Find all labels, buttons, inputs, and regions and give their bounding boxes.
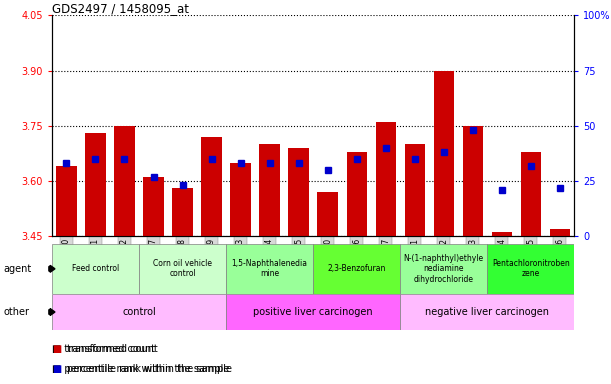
Bar bbox=[139, 244, 226, 294]
Text: other: other bbox=[3, 307, 29, 317]
Text: Feed control: Feed control bbox=[72, 264, 119, 273]
Bar bbox=[288, 148, 309, 236]
Text: negative liver carcinogen: negative liver carcinogen bbox=[425, 307, 549, 317]
Bar bbox=[521, 152, 541, 236]
Text: agent: agent bbox=[3, 264, 31, 274]
Text: 2,3-Benzofuran: 2,3-Benzofuran bbox=[327, 264, 386, 273]
Bar bbox=[488, 244, 574, 294]
Text: positive liver carcinogen: positive liver carcinogen bbox=[254, 307, 373, 317]
Text: GDS2497 / 1458095_at: GDS2497 / 1458095_at bbox=[52, 2, 189, 15]
Bar bbox=[114, 126, 134, 236]
Text: Corn oil vehicle
control: Corn oil vehicle control bbox=[153, 259, 212, 278]
Text: transformed count: transformed count bbox=[67, 344, 158, 354]
Bar bbox=[434, 71, 454, 236]
Text: ■ percentile rank within the sample: ■ percentile rank within the sample bbox=[52, 364, 229, 374]
Bar bbox=[376, 122, 396, 236]
Bar bbox=[313, 244, 400, 294]
Bar bbox=[400, 294, 574, 330]
Bar bbox=[492, 232, 512, 236]
Bar bbox=[202, 137, 222, 236]
Text: Pentachloronitroben
zene: Pentachloronitroben zene bbox=[492, 259, 569, 278]
Bar bbox=[172, 188, 192, 236]
Bar bbox=[226, 244, 313, 294]
Text: control: control bbox=[122, 307, 156, 317]
Bar bbox=[318, 192, 338, 236]
Bar bbox=[550, 229, 570, 236]
Bar bbox=[144, 177, 164, 236]
Bar bbox=[400, 244, 488, 294]
Bar bbox=[52, 244, 139, 294]
Text: ■ transformed count: ■ transformed count bbox=[52, 344, 155, 354]
Text: 1,5-Naphthalenedia
mine: 1,5-Naphthalenedia mine bbox=[232, 259, 307, 278]
Bar bbox=[230, 162, 251, 236]
Bar bbox=[346, 152, 367, 236]
Text: N-(1-naphthyl)ethyle
nediamine
dihydrochloride: N-(1-naphthyl)ethyle nediamine dihydroch… bbox=[404, 254, 484, 284]
Bar bbox=[463, 126, 483, 236]
Bar bbox=[56, 166, 76, 236]
Bar bbox=[260, 144, 280, 236]
Bar bbox=[52, 294, 226, 330]
Bar bbox=[226, 294, 400, 330]
Text: ■: ■ bbox=[52, 364, 61, 374]
Text: percentile rank within the sample: percentile rank within the sample bbox=[67, 364, 232, 374]
Bar bbox=[404, 144, 425, 236]
Bar bbox=[86, 133, 106, 236]
Text: ■: ■ bbox=[52, 344, 61, 354]
